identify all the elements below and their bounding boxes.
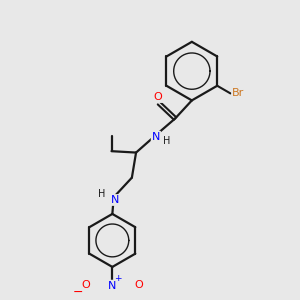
Text: O: O	[154, 92, 163, 102]
Text: N: N	[152, 132, 160, 142]
Text: N: N	[111, 195, 119, 205]
Text: O: O	[134, 280, 143, 290]
Text: H: H	[98, 189, 106, 200]
Text: N: N	[108, 280, 116, 291]
Text: O: O	[82, 280, 91, 290]
Text: H: H	[163, 136, 170, 146]
Text: −: −	[73, 286, 84, 299]
Text: +: +	[114, 274, 121, 283]
Text: Br: Br	[232, 88, 244, 98]
